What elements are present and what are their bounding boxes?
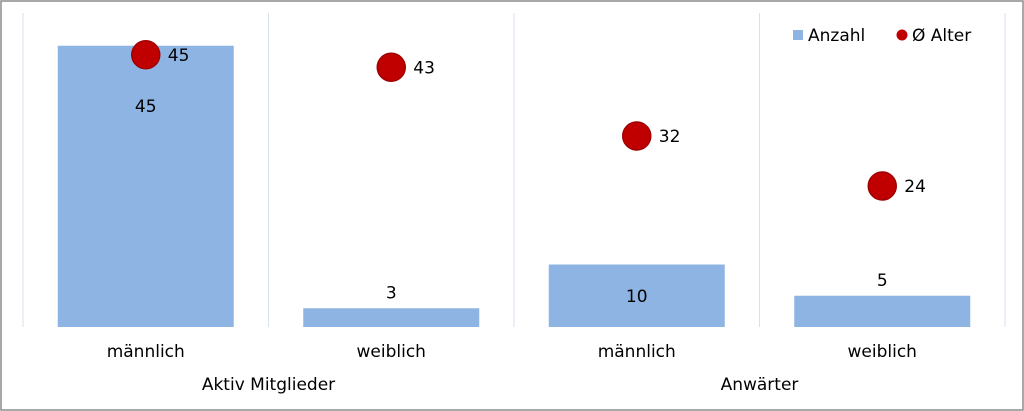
bar-value-label: 3 bbox=[386, 283, 397, 303]
dot-series bbox=[131, 40, 897, 201]
legend-label-alter: Ø Alter bbox=[912, 26, 971, 46]
dot-alter bbox=[376, 52, 406, 82]
legend: Anzahl Ø Alter bbox=[793, 26, 971, 46]
category-label: männlich bbox=[598, 342, 676, 362]
dot-data-labels: 45 43 32 24 bbox=[168, 46, 926, 197]
dot-alter bbox=[622, 121, 652, 151]
dot-alter bbox=[867, 171, 897, 201]
bar-anzahl bbox=[548, 264, 725, 327]
dot-value-label: 45 bbox=[168, 46, 190, 66]
bar-series bbox=[57, 45, 971, 327]
category-labels: männlich weiblich männlich weiblich bbox=[107, 342, 917, 362]
category-dividers bbox=[22, 13, 1006, 327]
legend-swatch-anzahl bbox=[793, 30, 803, 40]
bar-anzahl bbox=[303, 308, 480, 327]
category-label: weiblich bbox=[357, 342, 426, 362]
dot-value-label: 24 bbox=[904, 177, 926, 197]
bar-value-label: 45 bbox=[135, 97, 157, 117]
legend-swatch-alter bbox=[896, 29, 908, 41]
bar-value-label: 5 bbox=[877, 271, 888, 291]
dot-value-label: 32 bbox=[659, 127, 681, 147]
bar-value-label: 10 bbox=[626, 287, 648, 307]
bar-data-labels: 45 3 10 5 bbox=[135, 97, 888, 307]
legend-label-anzahl: Anzahl bbox=[808, 26, 865, 46]
dot-value-label: 43 bbox=[413, 58, 435, 78]
category-label: männlich bbox=[107, 342, 185, 362]
bar-anzahl bbox=[57, 45, 234, 327]
group-label: Anwärter bbox=[721, 375, 799, 395]
dot-alter bbox=[131, 40, 161, 70]
group-label: Aktiv Mitglieder bbox=[202, 375, 335, 395]
bar-anzahl bbox=[794, 295, 971, 327]
group-labels: Aktiv Mitglieder Anwärter bbox=[202, 375, 799, 395]
category-label: weiblich bbox=[848, 342, 917, 362]
